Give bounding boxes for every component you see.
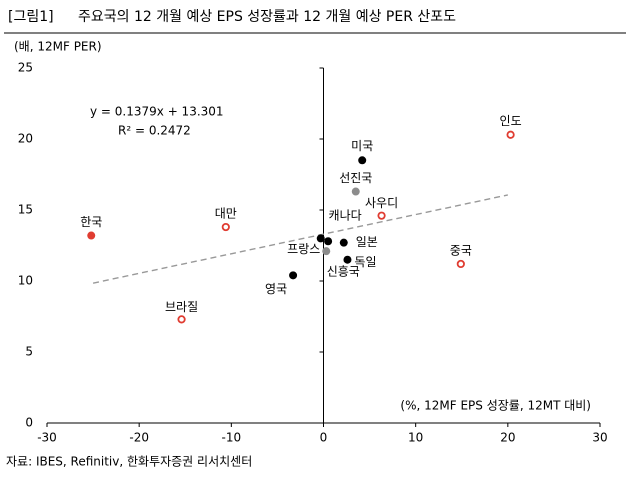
- point: [221, 222, 230, 232]
- y-tick-label: 25: [18, 61, 33, 75]
- y-tick-label: 10: [18, 274, 33, 288]
- x-tick-label: 20: [500, 431, 515, 445]
- point-label: 독일: [354, 255, 376, 269]
- point: [324, 237, 333, 246]
- x-tick-label: -30: [37, 431, 57, 445]
- x-tick-label: -10: [222, 431, 242, 445]
- point: [316, 234, 325, 243]
- point-label: 사우디: [365, 196, 398, 210]
- equation: y = 0.1379x + 13.301: [90, 105, 224, 119]
- point-label: 영국: [265, 282, 287, 296]
- point: [177, 315, 186, 324]
- chart-title: 주요국의 12 개월 예상 EPS 성장률과 12 개월 예상 PER 산포도: [78, 9, 456, 25]
- x-tick-label: 30: [592, 431, 607, 445]
- point: [289, 271, 298, 280]
- x-tick-label: -20: [129, 431, 149, 445]
- point-label: 대만: [215, 207, 237, 221]
- y-tick-label: 5: [25, 345, 33, 359]
- point: [351, 187, 360, 196]
- y-tick-label: 0: [25, 416, 33, 430]
- source: 자료: IBES, Refinitiv, 한화투자증권 리서치센터: [6, 455, 252, 469]
- y-axis-label: (배, 12MF PER): [14, 40, 102, 54]
- point: [87, 231, 96, 240]
- x-tick-label: 10: [408, 431, 423, 445]
- point: [358, 156, 367, 165]
- y-tick-label: 15: [18, 203, 33, 217]
- point-label: 신흥국: [327, 265, 360, 279]
- x-axis-label: (%, 12MF EPS 성장률, 12MT 대비): [400, 399, 591, 413]
- point-label: 브라질: [165, 300, 198, 314]
- point-label: 중국: [450, 243, 472, 257]
- y-tick-label: 20: [18, 132, 33, 146]
- point: [377, 211, 386, 220]
- point: [339, 238, 348, 247]
- point: [506, 130, 515, 139]
- figure-label: [그림1]: [8, 9, 54, 25]
- trendline: [92, 194, 508, 284]
- point: [343, 255, 352, 264]
- point-label: 프랑스: [287, 242, 320, 256]
- point-label: 미국: [351, 139, 373, 153]
- point-label: 선진국: [339, 171, 372, 185]
- point: [322, 247, 331, 256]
- point: [456, 259, 465, 269]
- r-squared: R² = 0.2472: [118, 124, 191, 138]
- point-label: 캐나다: [329, 209, 362, 223]
- point-label: 인도: [500, 114, 522, 128]
- point-label: 한국: [80, 215, 102, 229]
- x-tick-label: 0: [320, 431, 328, 445]
- point-label: 일본: [356, 235, 378, 249]
